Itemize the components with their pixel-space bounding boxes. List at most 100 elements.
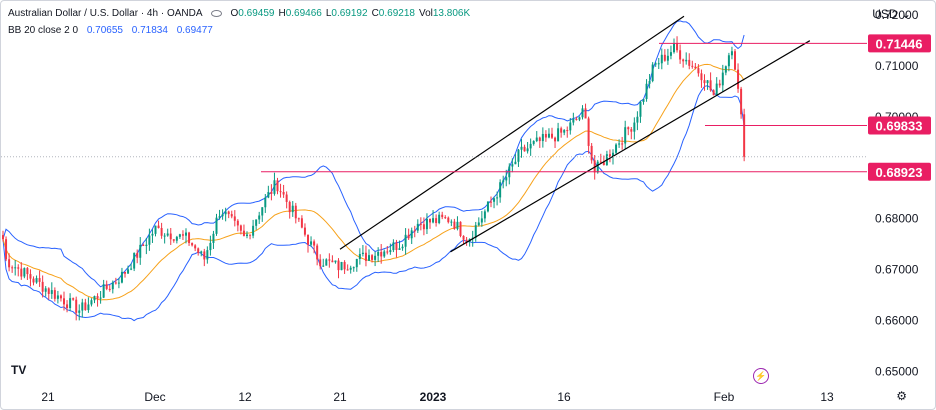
candle-body bbox=[285, 194, 288, 202]
currency-selector[interactable]: USD ⌄ bbox=[872, 7, 911, 21]
candle-body bbox=[328, 259, 331, 261]
candle-body bbox=[587, 118, 590, 146]
candle-body bbox=[438, 214, 441, 224]
candle-body bbox=[502, 180, 505, 183]
tradingview-logo-icon[interactable]: TV bbox=[11, 363, 27, 377]
candle-body bbox=[105, 284, 108, 289]
candle-body bbox=[377, 251, 380, 256]
ohlcv-key: Vol bbox=[418, 8, 433, 19]
candle-body bbox=[334, 260, 337, 263]
candle-body bbox=[682, 59, 685, 62]
y-tick-label: 0.67000 bbox=[875, 263, 919, 277]
candle-body bbox=[358, 254, 361, 260]
candle-body bbox=[242, 230, 245, 236]
candle-body bbox=[288, 201, 291, 213]
candle-body bbox=[694, 66, 697, 69]
y-tick-label: 0.71000 bbox=[875, 59, 919, 73]
candle-body bbox=[340, 262, 343, 271]
candle-body bbox=[291, 205, 294, 213]
candle-body bbox=[474, 225, 477, 238]
x-tick-label: 12 bbox=[238, 390, 252, 404]
candle-body bbox=[615, 144, 618, 153]
candle-body bbox=[685, 59, 688, 62]
candle-body bbox=[480, 218, 483, 223]
candle-body bbox=[185, 232, 187, 236]
candle-body bbox=[206, 250, 209, 260]
candle-body bbox=[212, 233, 215, 243]
candle-body bbox=[50, 290, 53, 294]
candle-body bbox=[90, 300, 93, 305]
candle-body bbox=[239, 225, 242, 231]
candle-body bbox=[47, 288, 50, 294]
candle-body bbox=[154, 225, 157, 234]
candle-body bbox=[96, 296, 99, 299]
candle-body bbox=[151, 233, 154, 236]
candle-body bbox=[666, 55, 669, 61]
candle-body bbox=[724, 66, 727, 73]
candle-body bbox=[313, 241, 316, 246]
candle-body bbox=[453, 221, 456, 229]
candle-body bbox=[569, 122, 572, 131]
candle-body bbox=[139, 244, 142, 258]
candle-body bbox=[621, 143, 624, 145]
lightning-event-icon[interactable]: ⚡ bbox=[753, 368, 769, 384]
candle-body bbox=[392, 242, 395, 251]
candle-body bbox=[529, 143, 532, 149]
candle-body bbox=[120, 271, 123, 283]
candle-body bbox=[401, 246, 404, 249]
candle-body bbox=[477, 222, 480, 226]
candle-body bbox=[32, 278, 35, 283]
candle-body bbox=[734, 51, 736, 70]
candle-body bbox=[35, 278, 38, 283]
candle-body bbox=[316, 245, 319, 260]
candle-body bbox=[419, 223, 422, 225]
candle-body bbox=[740, 88, 743, 115]
indicator-label[interactable]: BB 20 close 2 0 bbox=[8, 25, 79, 36]
candle-body bbox=[108, 288, 111, 290]
candle-body bbox=[642, 99, 645, 102]
candle-body bbox=[737, 69, 740, 89]
candle-body bbox=[459, 221, 462, 236]
candle-body bbox=[102, 284, 105, 298]
candle-body bbox=[368, 255, 370, 261]
candle-body bbox=[715, 83, 718, 96]
candle-body bbox=[544, 133, 547, 138]
candle-body bbox=[657, 63, 660, 65]
candle-body bbox=[337, 260, 340, 271]
symbol-title[interactable]: Australian Dollar / U.S. Dollar · 4h · O… bbox=[8, 8, 202, 19]
x-tick-label: Feb bbox=[714, 390, 735, 404]
candle-body bbox=[663, 54, 666, 61]
candle-body bbox=[181, 234, 184, 236]
candle-body bbox=[630, 129, 633, 132]
trend-line[interactable] bbox=[450, 40, 811, 253]
candle-body bbox=[718, 83, 721, 86]
candle-body bbox=[383, 251, 386, 257]
candle-body bbox=[712, 90, 715, 96]
candle-body bbox=[703, 80, 706, 84]
candle-body bbox=[624, 127, 627, 144]
candle-body bbox=[178, 234, 181, 237]
candle-body bbox=[639, 101, 642, 117]
ohlcv-value: 0.69192 bbox=[331, 8, 368, 19]
candle-body bbox=[23, 268, 26, 277]
ohlcv-value: 13.806K bbox=[432, 8, 471, 19]
candle-body bbox=[523, 146, 526, 152]
candle-body bbox=[563, 130, 566, 133]
ohlcv-value: 0.69218 bbox=[378, 8, 415, 19]
candle-body bbox=[227, 211, 230, 215]
gear-icon[interactable]: ⚙ bbox=[896, 389, 907, 403]
level-price-label: 0.71446 bbox=[876, 36, 923, 51]
ohlcv-key: O bbox=[230, 8, 239, 19]
bb-basis-line bbox=[2, 63, 745, 301]
candle-body bbox=[136, 253, 139, 258]
candle-body bbox=[572, 119, 575, 123]
candle-body bbox=[364, 252, 367, 261]
candle-body bbox=[706, 80, 709, 84]
candle-body bbox=[380, 251, 383, 257]
eye-icon[interactable] bbox=[210, 9, 222, 17]
candle-body bbox=[410, 230, 413, 239]
trend-line[interactable] bbox=[339, 15, 685, 250]
candle-body bbox=[87, 304, 90, 311]
candle-body bbox=[395, 242, 398, 250]
